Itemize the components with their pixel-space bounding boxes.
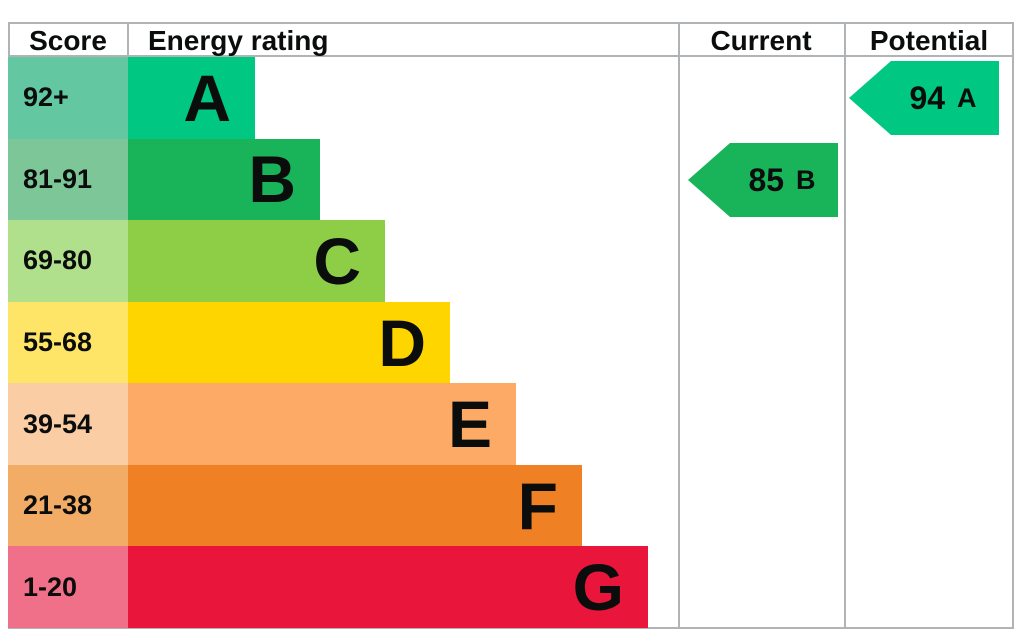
- score-range-label: 81-91: [8, 138, 128, 221]
- band-row-g: 1-20 G: [8, 546, 1014, 629]
- band-bar-g: G: [128, 546, 648, 629]
- current-score-value: 85: [748, 161, 785, 198]
- band-row-e: 39-54 E: [8, 383, 1014, 465]
- band-row-d: 55-68 D: [8, 301, 1014, 384]
- band-bar-c: C: [128, 220, 385, 302]
- energy-rating-header: Energy rating: [148, 24, 329, 56]
- potential-score-value: 94: [909, 79, 946, 116]
- potential-header: Potential: [869, 24, 989, 56]
- table-top-border: [8, 22, 1014, 24]
- score-range-label: 69-80: [8, 220, 128, 302]
- band-letter: A: [183, 60, 231, 135]
- band-bar-a: A: [128, 57, 255, 139]
- band-row-a: 92+ A: [8, 57, 1014, 139]
- band-letter: C: [313, 223, 361, 298]
- current-header: Current: [710, 24, 812, 56]
- band-letter: F: [517, 468, 558, 543]
- score-range-label: 92+: [8, 57, 128, 139]
- band-letter: D: [378, 305, 426, 380]
- band-row-c: 69-80 C: [8, 220, 1014, 302]
- band-letter: G: [572, 550, 624, 625]
- potential-rating-letter: A: [957, 82, 977, 113]
- band-row-f: 21-38 F: [8, 464, 1014, 547]
- score-range-label: 21-38: [8, 464, 128, 547]
- band-bar-f: F: [128, 464, 582, 547]
- band-bar-d: D: [128, 301, 450, 384]
- band-bar-e: E: [128, 383, 516, 465]
- table-header-row: Score Energy rating Current Potential: [8, 24, 1014, 57]
- score-column-divider: [127, 22, 129, 57]
- header-bottom-border: [8, 55, 1014, 57]
- score-range-label: 1-20: [8, 546, 128, 629]
- band-bar-b: B: [128, 138, 320, 221]
- potential-column-divider: [844, 22, 846, 629]
- band-rows: 92+ A 81-91 B 69-80 C 55-68 D 39-54 E 21-38 F 1-20 G: [8, 57, 1014, 629]
- score-header: Score: [29, 24, 107, 56]
- current-rating-letter: B: [796, 164, 816, 195]
- band-letter: E: [447, 387, 492, 462]
- score-range-label: 55-68: [8, 301, 128, 384]
- table-right-border: [1012, 22, 1014, 629]
- current-column-divider: [678, 22, 680, 629]
- band-row-b: 81-91 B: [8, 138, 1014, 221]
- score-range-label: 39-54: [8, 383, 128, 465]
- band-letter: B: [248, 142, 296, 217]
